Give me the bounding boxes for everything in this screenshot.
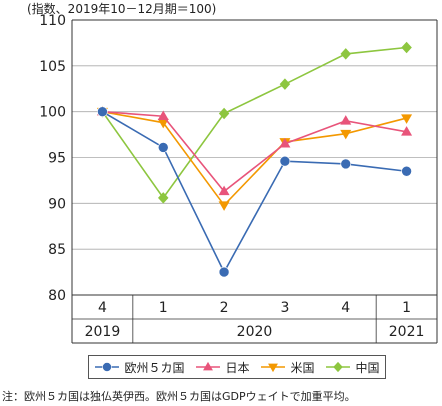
series-line-europe — [102, 110, 407, 274]
series-line-usa — [102, 110, 407, 207]
series-layer — [96, 41, 413, 278]
year-label-2019: 2019 — [85, 324, 121, 340]
y-tick-label-110: 110 — [39, 13, 66, 29]
y-tick-label-105: 105 — [39, 59, 66, 75]
data-point-europe-4 — [340, 158, 352, 170]
legend-label-china: 中国 — [355, 360, 380, 375]
series-europe — [97, 106, 412, 278]
data-point-japan-4 — [340, 115, 352, 125]
footnote: 注：欧州５カ国は独仏英伊西。欧州５カ国はGDPウェイトで加重平均。 — [2, 390, 356, 403]
y-tick-label-100: 100 — [39, 105, 66, 121]
legend-item-japan: 日本 — [195, 359, 250, 376]
y-tick-label-80: 80 — [48, 288, 66, 304]
legend-label-europe: 欧州５カ国 — [124, 360, 185, 375]
data-point-japan-3 — [279, 138, 291, 148]
legend-label-japan: 日本 — [225, 360, 250, 375]
y-tick-label-85: 85 — [48, 242, 66, 258]
year-label-2021: 2021 — [389, 324, 425, 340]
legend-marker-europe — [102, 362, 113, 372]
x-tick-label-3: 3 — [280, 300, 289, 316]
data-point-europe-2 — [218, 266, 230, 278]
axis-layer: 80 85 90 95 100 105 110 4 1 2 3 4 1 2019 2020 2021 — [39, 13, 438, 344]
series-usa — [96, 107, 413, 211]
data-point-europe-5 — [401, 165, 412, 177]
legend-item-china: 中国 — [325, 359, 380, 376]
data-point-usa-5 — [401, 114, 413, 124]
data-point-usa-2 — [218, 201, 230, 211]
series-line-japan — [102, 110, 407, 193]
legend-marker-china — [333, 361, 344, 373]
legend-marker-usa — [268, 363, 279, 373]
legend-item-usa: 米国 — [260, 359, 315, 376]
x-tick-label-1: 1 — [159, 300, 168, 316]
y-tick-label-90: 90 — [48, 196, 66, 212]
legend-swatch-usa — [261, 363, 286, 373]
year-label-2020: 2020 — [237, 324, 273, 340]
legend-item-europe: 欧州５カ国 — [94, 359, 185, 376]
legend-marker-japan — [203, 361, 214, 371]
data-point-china-2 — [218, 107, 230, 120]
legend-swatch-china — [326, 361, 351, 373]
data-point-china-3 — [279, 78, 291, 90]
grid-layer — [72, 19, 437, 250]
data-point-usa-4 — [340, 129, 352, 140]
y-tick-label-95: 95 — [48, 151, 66, 167]
line-chart: 80 85 90 95 100 105 110 4 1 2 3 4 1 2019 2020 2021 — [39, 13, 438, 344]
data-point-japan-5 — [401, 126, 413, 136]
legend: 欧州５カ国 日本 米国 中国 — [88, 355, 386, 379]
legend-swatch-europe — [95, 362, 120, 372]
unit-note: (指数、2019年10－12月期＝100) — [27, 2, 217, 16]
data-point-china-5 — [401, 41, 412, 54]
legend-swatch-japan — [196, 361, 221, 371]
x-tick-label-5: 1 — [402, 300, 411, 316]
data-point-japan-1 — [157, 110, 169, 120]
data-point-europe-0 — [97, 106, 108, 117]
data-point-japan-2 — [218, 185, 230, 196]
data-point-europe-1 — [157, 142, 169, 153]
legend-label-usa: 米国 — [290, 360, 315, 375]
data-point-china-4 — [340, 48, 351, 60]
x-tick-label-0: 4 — [98, 300, 107, 316]
x-tick-label-2: 2 — [220, 300, 229, 316]
data-point-usa-1 — [157, 118, 169, 129]
series-line-china — [101, 46, 407, 200]
x-tick-label-4: 4 — [341, 300, 350, 316]
data-point-china-1 — [158, 192, 169, 204]
data-point-europe-3 — [279, 155, 291, 167]
